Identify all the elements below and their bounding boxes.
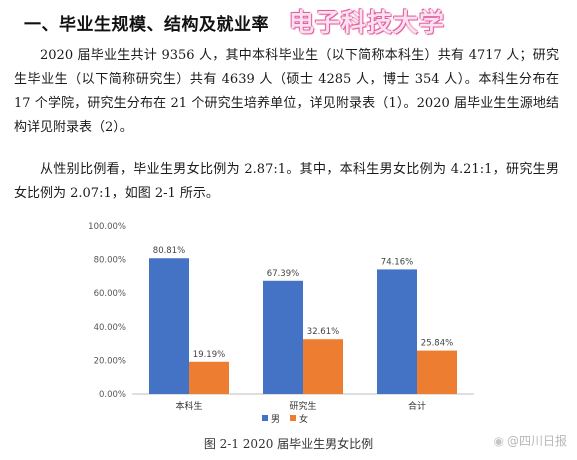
bar-female <box>417 350 457 394</box>
figure-caption: 图 2-1 2020 届毕业生男女比例 <box>203 437 374 451</box>
x-tick-label: 研究生 <box>289 400 316 412</box>
data-label: 80.81% <box>153 246 185 256</box>
legend-label: 男 <box>271 414 280 425</box>
weibo-icon: ◉ <box>493 433 504 448</box>
section-heading: 一、毕业生规模、结构及就业率 <box>24 15 269 35</box>
bar-female <box>189 361 229 394</box>
bar-female <box>303 339 343 394</box>
university-brand-overlay: 电子科技大学 <box>289 8 446 37</box>
y-tick-label: 80.00% <box>94 256 126 266</box>
legend-swatch <box>262 415 268 421</box>
watermark-text: @四川日报 <box>506 434 567 448</box>
data-label: 67.39% <box>267 269 299 279</box>
paragraph-graduate-scale: 2020 届毕业生共计 9356 人，其中本科毕业生（以下简称本科生）共有 47… <box>14 48 559 135</box>
y-tick-label: 40.00% <box>94 323 126 333</box>
x-tick-label: 合计 <box>408 400 426 412</box>
bar-male <box>263 280 303 394</box>
y-tick-label: 60.00% <box>94 289 126 299</box>
data-label: 19.19% <box>193 350 225 360</box>
paragraph-gender-ratio: 从性别比例看，毕业生男女比例为 2.87:1。其中，本科生男女比例为 4.21:… <box>14 162 559 201</box>
data-label: 25.84% <box>421 339 453 349</box>
bar-male <box>377 269 417 394</box>
y-tick-label: 0.00% <box>99 390 126 400</box>
weibo-watermark: ◉ @四川日报 <box>494 432 568 449</box>
gender-ratio-bar-chart: 0.00% 20.00% 40.00% 60.00% 80.00% 100.00% 本科生… <box>88 222 474 425</box>
x-tick-label: 本科生 <box>175 400 202 412</box>
y-tick-label: 20.00% <box>94 356 126 366</box>
legend-swatch <box>290 415 296 421</box>
y-tick-label: 100.00% <box>88 222 126 232</box>
data-label: 32.61% <box>307 327 339 337</box>
bar-male <box>149 258 189 394</box>
legend-label: 女 <box>299 413 308 425</box>
data-label: 74.16% <box>381 257 413 267</box>
